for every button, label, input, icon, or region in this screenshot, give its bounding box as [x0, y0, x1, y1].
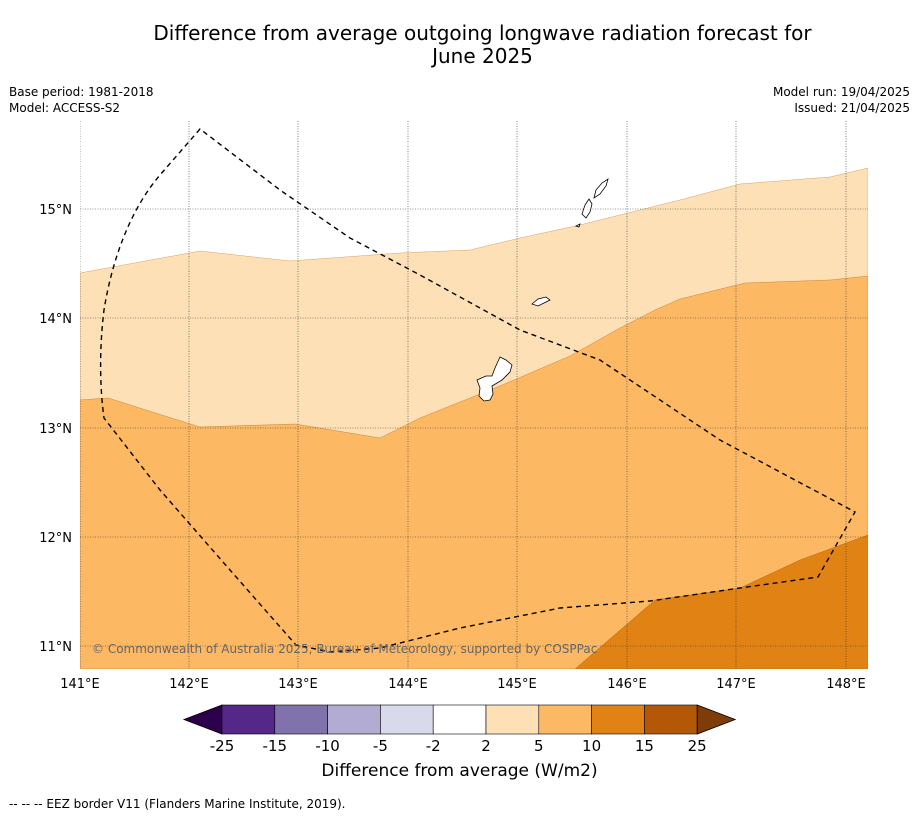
colorbar-tick-label: -10 — [315, 737, 340, 755]
colorbar-bin — [327, 704, 381, 735]
lat-label: 14°N — [39, 312, 72, 327]
lon-label: 146°E — [607, 677, 647, 692]
colorbar-tick-label: 10 — [582, 737, 601, 755]
colorbar-bin — [221, 704, 276, 735]
island-aguijan — [574, 223, 581, 228]
colorbar-tick-label: -15 — [263, 737, 288, 755]
lon-label: 148°E — [826, 677, 866, 692]
island-guam — [476, 356, 513, 402]
base-period-info: Base period: 1981-2018 Model: ACCESS-S2 — [9, 84, 154, 116]
copyright-notice: © Commonwealth of Australia 2025, Bureau… — [92, 642, 597, 656]
anomaly-band-10-to-15 — [574, 534, 868, 669]
colorbar-tick-label: -25 — [210, 737, 235, 755]
colorbar-tick-label: -5 — [373, 737, 388, 755]
base-period: Base period: 1981-2018 — [9, 85, 154, 99]
lat-label: 15°N — [39, 203, 72, 218]
islands — [476, 178, 609, 402]
colorbar-bin — [274, 704, 328, 735]
map-title: Difference from average outgoing longwav… — [40, 22, 919, 68]
lat-label: 13°N — [39, 422, 72, 437]
island-rota — [531, 296, 551, 307]
latitude-labels: 15°N 14°N 13°N 12°N 11°N — [39, 203, 72, 655]
colorbar-bin — [380, 704, 434, 735]
map-plot-area: © Commonwealth of Australia 2025, Bureau… — [80, 121, 868, 669]
anomaly-band-5-to-10 — [80, 275, 868, 669]
island-tinian — [581, 198, 593, 219]
issued-date: Issued: 21/04/2025 — [794, 101, 910, 115]
model-name: Model: ACCESS-S2 — [9, 101, 121, 115]
colorbar-title: Difference from average (W/m2) — [321, 761, 598, 781]
lon-label: 145°E — [497, 677, 537, 692]
lon-label: 143°E — [278, 677, 318, 692]
title-line-2: June 2025 — [432, 44, 533, 68]
lon-label: 142°E — [169, 677, 209, 692]
colorbar-bin — [644, 704, 698, 735]
colorbar-bin — [538, 704, 592, 735]
title-line-1: Difference from average outgoing longwav… — [153, 21, 812, 45]
longitude-labels: 141°E 142°E 143°E 144°E 145°E 146°E 147°… — [60, 677, 866, 692]
colorbar-tick-label: 25 — [688, 737, 707, 755]
eez-legend-note: -- -- -- EEZ border V11 (Flanders Marine… — [9, 797, 346, 811]
colorbar-bin — [485, 704, 540, 735]
lon-label: 141°E — [60, 677, 100, 692]
colorbar-bin — [432, 704, 487, 735]
colorbar: -25 -15 -10 -5 -2 2 5 10 15 25 — [182, 704, 737, 755]
colorbar-tick-label: -2 — [426, 737, 441, 755]
colorbar-tick-label: 5 — [534, 737, 544, 755]
model-run-info: Model run: 19/04/2025 Issued: 21/04/2025 — [773, 84, 910, 116]
lat-label: 11°N — [39, 640, 72, 655]
colorbar-extend-min — [182, 704, 223, 735]
colorbar-tick-label: 15 — [635, 737, 654, 755]
lon-label: 147°E — [716, 677, 756, 692]
island-saipan — [593, 178, 609, 199]
lon-label: 144°E — [388, 677, 428, 692]
eez-border — [99, 128, 856, 653]
lat-label: 12°N — [39, 531, 72, 546]
colorbar-tick-label: 2 — [481, 737, 491, 755]
colorbar-bin — [591, 704, 645, 735]
model-run: Model run: 19/04/2025 — [772, 85, 910, 99]
colorbar-extend-max — [696, 704, 737, 735]
